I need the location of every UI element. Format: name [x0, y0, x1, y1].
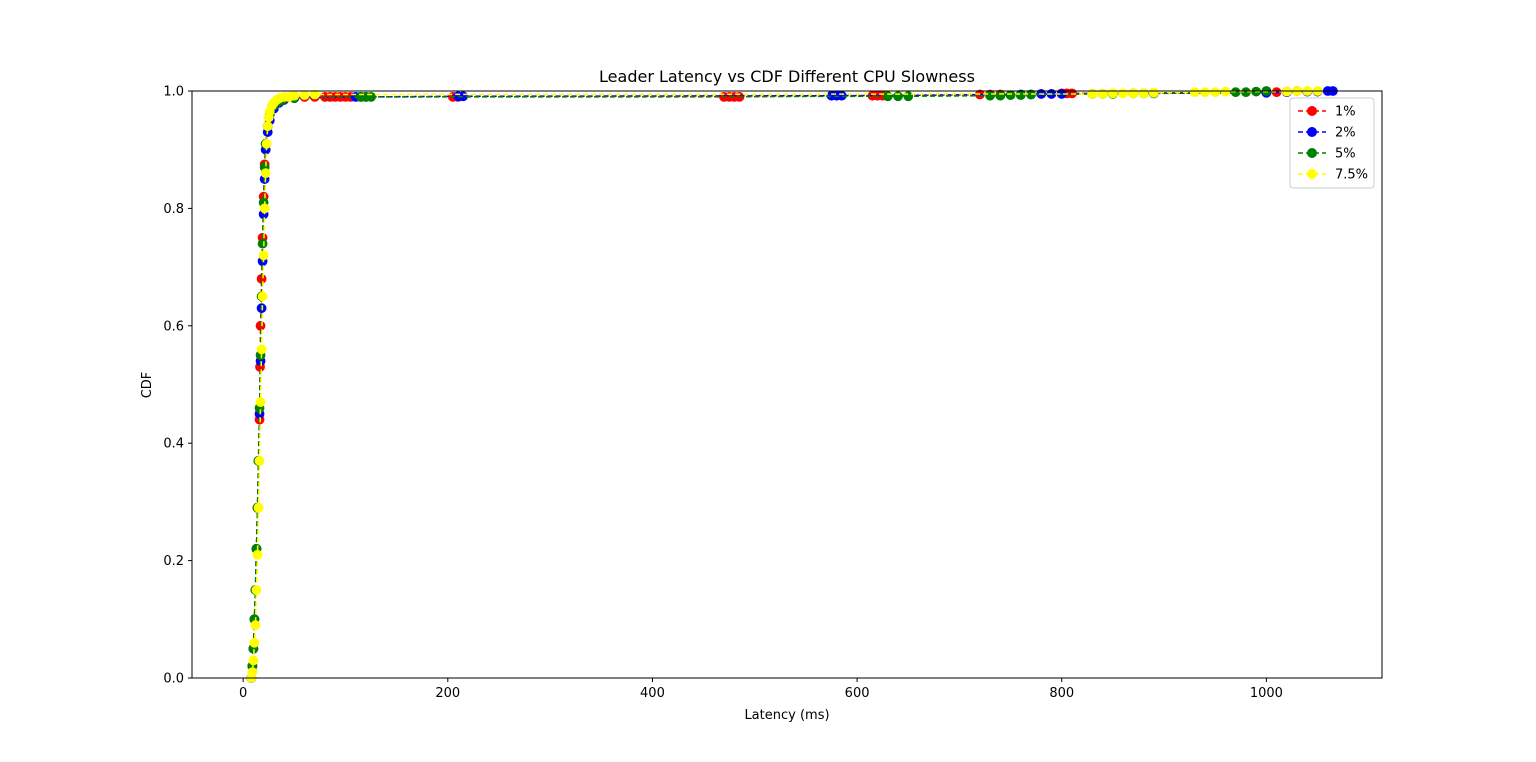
data-point: [256, 344, 267, 355]
legend-item: 5%: [1298, 147, 1356, 162]
legend-marker: [1307, 148, 1317, 158]
data-point: [893, 91, 903, 102]
data-point: [249, 637, 260, 648]
data-point: [1097, 89, 1108, 99]
data-point: [1200, 87, 1210, 98]
data-point: [985, 90, 996, 101]
series-layer: [246, 86, 1338, 683]
data-point: [1118, 88, 1129, 99]
x-tick-label: 200: [435, 686, 460, 701]
legend-label: 2%: [1335, 126, 1356, 141]
legend-item: 7.5%: [1298, 168, 1368, 183]
data-point: [255, 397, 266, 408]
data-point: [261, 138, 272, 149]
legend-item: 2%: [1298, 126, 1356, 141]
legend-label: 1%: [1335, 105, 1356, 120]
y-tick-label: 0.2: [163, 554, 184, 569]
legend: 1% 2% 5% 7.5%: [1289, 97, 1375, 189]
data-point: [1107, 88, 1118, 99]
data-point: [254, 455, 265, 466]
data-point: [251, 585, 262, 595]
data-point: [262, 121, 273, 132]
data-point: [299, 90, 310, 101]
x-tick-label: 400: [640, 686, 665, 701]
y-axis: 0.0 0.2 0.4 0.6 0.8 1.0: [163, 85, 192, 687]
data-point: [309, 89, 320, 100]
x-axis-label: Latency (ms): [744, 708, 829, 723]
data-point: [250, 620, 261, 631]
data-point: [258, 250, 269, 261]
legend-frame: [1289, 97, 1375, 189]
data-point: [1128, 88, 1139, 99]
data-point: [289, 90, 300, 101]
data-point: [1148, 87, 1159, 98]
y-tick-label: 0.0: [163, 672, 184, 687]
data-point: [1189, 87, 1200, 98]
data-point: [1220, 86, 1231, 97]
data-point: [1005, 90, 1016, 101]
data-point: [260, 168, 271, 179]
legend-label: 7.5%: [1335, 168, 1368, 183]
data-point: [882, 91, 893, 102]
data-point: [253, 502, 264, 513]
data-point: [1210, 87, 1221, 98]
data-point: [257, 238, 268, 249]
data-point: [1015, 90, 1026, 101]
data-point: [257, 291, 268, 302]
y-tick-label: 1.0: [163, 85, 184, 100]
legend-item: 1%: [1298, 105, 1356, 120]
legend-marker: [1307, 169, 1317, 179]
data-point: [247, 667, 258, 678]
legend-label: 5%: [1335, 147, 1356, 162]
chart-title: Leader Latency vs CDF Different CPU Slow…: [599, 67, 975, 86]
legend-marker: [1307, 127, 1317, 137]
data-point: [1087, 89, 1098, 99]
data-point: [259, 203, 270, 214]
x-tick-label: 600: [845, 686, 870, 701]
series-4: [246, 86, 1323, 683]
data-point: [366, 91, 376, 102]
data-point: [995, 90, 1006, 101]
x-tick-label: 1000: [1250, 686, 1283, 701]
data-point: [248, 655, 259, 666]
data-point: [903, 91, 914, 102]
plot-frame: [191, 90, 1383, 679]
legend-marker: [1307, 106, 1317, 116]
y-tick-label: 0.6: [163, 319, 184, 334]
data-point: [1281, 86, 1292, 97]
data-point: [1138, 88, 1149, 99]
y-tick-label: 0.8: [163, 202, 184, 217]
y-tick-label: 0.4: [163, 437, 184, 452]
y-axis-label: CDF: [140, 372, 155, 399]
x-tick-label: 0: [239, 686, 247, 701]
x-axis: 0 200 400 600 800 1000: [239, 678, 1283, 701]
x-tick-label: 800: [1049, 686, 1074, 701]
data-point: [252, 549, 263, 560]
